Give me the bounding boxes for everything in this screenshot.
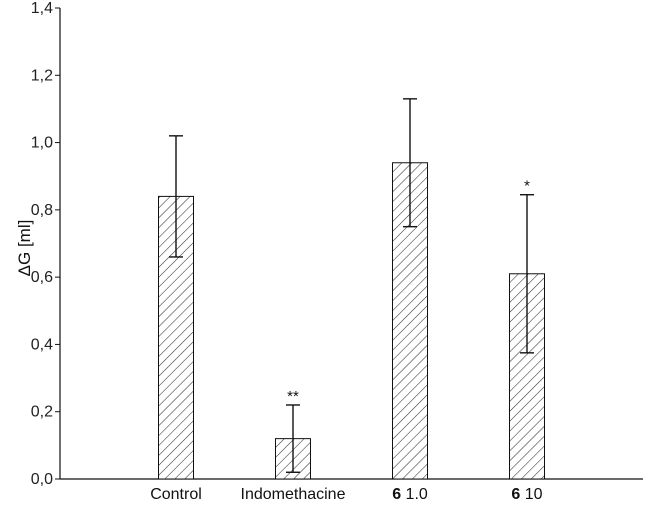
labels-group: Control ** Indomethacine 6 1.0 * 6 10 (150, 178, 542, 503)
significance-marker: * (524, 178, 530, 195)
y-tick-label: 0,6 (31, 269, 53, 286)
y-tick-label: 0,8 (31, 202, 53, 219)
x-tick-label: 6 1.0 (392, 486, 428, 503)
x-tick-text: 10 (525, 486, 543, 503)
y-tick-label: 1,2 (31, 67, 53, 84)
bar (392, 162, 428, 480)
x-tick-text: Control (150, 486, 202, 503)
y-tick-label: 1,4 (31, 0, 53, 17)
x-tick-text: 1.0 (406, 486, 428, 503)
x-tick-label: Indomethacine (241, 486, 346, 503)
y-tick-label: 0,0 (31, 471, 53, 488)
x-tick-text: Indomethacine (241, 486, 346, 503)
y-tick-label: 0,4 (31, 336, 53, 353)
x-tick-label: Control (150, 486, 202, 503)
y-tick-label: 1,0 (31, 135, 53, 152)
significance-marker: ** (287, 388, 299, 405)
bars-group (158, 162, 545, 480)
y-axis-label: ΔG [ml] (15, 220, 34, 277)
x-tick-prefix: 6 (511, 486, 524, 503)
y-tick-label: 0,2 (31, 404, 53, 421)
axes: 0,0 0,2 0,4 0,6 0,8 1,0 1,2 1,4 (31, 0, 643, 488)
x-tick-label: 6 10 (511, 486, 542, 503)
error-bars-group (169, 98, 534, 473)
x-tick-prefix: 6 (392, 486, 405, 503)
